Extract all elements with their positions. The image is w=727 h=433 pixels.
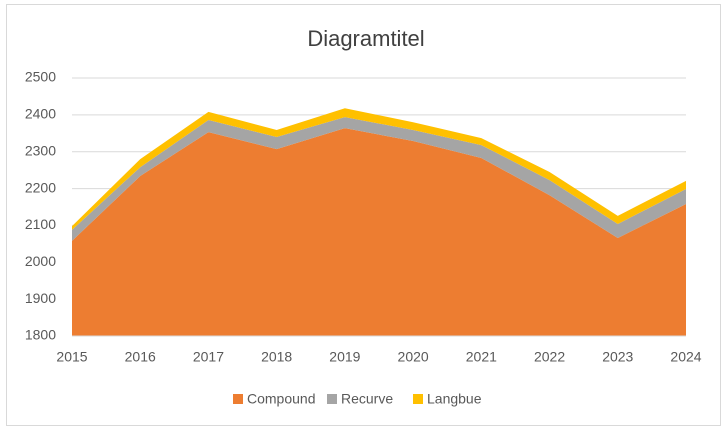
legend-swatch — [413, 394, 423, 404]
y-tick-label: 2400 — [25, 106, 56, 122]
y-tick-label: 1800 — [25, 327, 56, 343]
y-tick-label: 2300 — [25, 142, 56, 158]
x-tick-label: 2018 — [261, 349, 292, 365]
x-tick-label: 2024 — [670, 349, 701, 365]
y-tick-label: 2100 — [25, 216, 56, 232]
area — [72, 108, 686, 230]
x-tick-label: 2022 — [534, 349, 565, 365]
x-tick-label: 2023 — [602, 349, 633, 365]
legend-swatch — [327, 394, 337, 404]
x-tick-label: 2017 — [193, 349, 224, 365]
y-tick-label: 1900 — [25, 290, 56, 306]
chart-title: Diagramtitel — [307, 26, 424, 51]
area — [72, 117, 686, 241]
y-tick-label: 2000 — [25, 253, 56, 269]
x-tick-label: 2019 — [329, 349, 360, 365]
x-tick-label: 2015 — [56, 349, 87, 365]
x-tick-label: 2020 — [398, 349, 429, 365]
y-tick-label: 2500 — [25, 69, 56, 85]
x-tick-label: 2016 — [125, 349, 156, 365]
legend-label: Recurve — [341, 391, 393, 407]
legend-label: Compound — [247, 391, 316, 407]
area — [72, 128, 686, 336]
x-tick-label: 2021 — [466, 349, 497, 365]
legend-label: Langbue — [427, 391, 482, 407]
legend-swatch — [233, 394, 243, 404]
y-tick-label: 2200 — [25, 179, 56, 195]
